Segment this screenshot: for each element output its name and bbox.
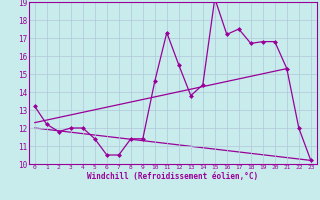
X-axis label: Windchill (Refroidissement éolien,°C): Windchill (Refroidissement éolien,°C) (87, 172, 258, 181)
